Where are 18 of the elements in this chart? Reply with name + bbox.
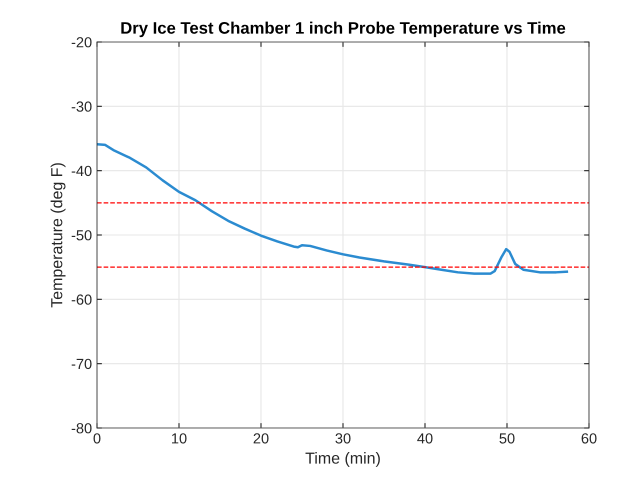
x-tick-label: 0: [94, 433, 100, 444]
x-tick-label: 20: [254, 433, 269, 444]
y-tick-label: -70: [72, 358, 92, 370]
x-tick-label: 60: [582, 433, 597, 444]
y-tick-label: -50: [72, 230, 92, 240]
y-tick-label: -20: [72, 37, 92, 48]
y-tick-label: -30: [72, 101, 92, 112]
y-axis-title: Temperature (deg F): [50, 163, 66, 308]
y-tick-label: -40: [72, 166, 92, 176]
x-tick-label: 50: [499, 433, 515, 444]
x-tick-label: 10: [172, 433, 187, 444]
x-tick-label: 30: [335, 433, 351, 444]
line-series: [97, 143, 568, 275]
x-tick-label: 40: [417, 433, 433, 444]
x-axis-title: Time (min): [306, 452, 380, 467]
y-tick-label: -60: [72, 294, 92, 305]
chart-title: Dry Ice Test Chamber 1 inch Probe Temperature vs Time: [121, 22, 566, 38]
y-tick-label: -80: [72, 423, 92, 434]
